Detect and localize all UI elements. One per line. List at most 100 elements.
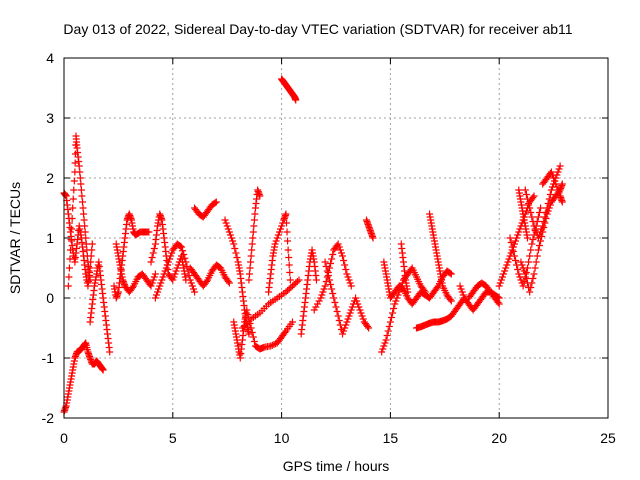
data-point — [558, 198, 566, 206]
data-point — [404, 288, 412, 296]
data-point — [67, 236, 75, 243]
data-point — [281, 329, 289, 336]
data-point — [389, 309, 397, 317]
data-point — [514, 231, 522, 239]
data-point — [171, 270, 179, 278]
data-point — [82, 240, 90, 248]
data-point — [504, 258, 512, 266]
data-point — [321, 258, 329, 266]
data-point — [526, 288, 534, 296]
data-point — [65, 273, 73, 281]
data-point — [187, 279, 195, 287]
data-point — [163, 261, 171, 269]
data-point — [364, 323, 372, 330]
series-arc-v — [380, 258, 455, 308]
x-tick-label: 25 — [600, 430, 616, 446]
data-point — [158, 276, 166, 284]
data-point — [247, 324, 255, 332]
data-point — [151, 294, 159, 302]
axes: 0 5 10 15 20 25 -2 -1 0 1 2 3 4 — [42, 50, 616, 446]
data-point — [384, 327, 392, 335]
data-point — [369, 234, 377, 242]
data-point — [507, 239, 515, 246]
data-point — [378, 348, 386, 356]
data-point — [318, 291, 326, 299]
data-point — [233, 254, 241, 261]
data-point — [512, 237, 520, 245]
data-point — [552, 180, 560, 188]
series-arc-h — [151, 240, 199, 302]
data-point — [515, 228, 523, 236]
y-tick-label: 1 — [46, 230, 54, 246]
data-point — [527, 246, 535, 254]
data-point — [333, 308, 341, 315]
data-point — [284, 246, 292, 254]
data-point — [521, 270, 529, 278]
data-point — [335, 243, 343, 251]
data-point — [157, 279, 165, 287]
data-point — [386, 318, 394, 326]
data-point — [225, 228, 233, 236]
data-point — [267, 342, 275, 350]
data-point — [221, 216, 229, 224]
data-point — [525, 258, 533, 266]
data-point — [335, 317, 343, 324]
data-point — [285, 254, 293, 261]
data-point — [387, 314, 395, 321]
data-point — [319, 288, 327, 296]
data-point — [249, 228, 257, 236]
data-point — [328, 285, 336, 293]
data-point — [81, 228, 89, 236]
data-point — [446, 296, 454, 303]
data-point — [288, 318, 296, 326]
data-point — [148, 279, 156, 287]
data-point — [249, 333, 257, 341]
data-point — [245, 276, 253, 284]
data-point — [496, 279, 504, 287]
data-point — [244, 311, 252, 318]
data-point — [503, 261, 511, 269]
data-point — [232, 249, 240, 257]
data-point — [348, 303, 356, 311]
data-point — [164, 258, 172, 266]
data-point — [286, 276, 294, 284]
data-point — [456, 282, 464, 290]
data-point — [228, 234, 236, 242]
data-point — [554, 186, 562, 194]
data-point — [433, 284, 441, 291]
data-point — [546, 201, 554, 209]
data-point — [246, 264, 254, 272]
data-point — [341, 261, 349, 269]
data-point — [212, 198, 220, 206]
data-point — [170, 273, 178, 281]
data-point — [243, 306, 251, 314]
series-arc-o — [265, 210, 294, 296]
data-point — [256, 192, 264, 200]
data-point — [528, 240, 536, 248]
series-arc-c — [64, 132, 94, 290]
data-point — [203, 278, 211, 285]
data-point — [545, 204, 553, 212]
data-point — [273, 234, 281, 242]
data-point — [315, 297, 323, 305]
data-point — [530, 270, 538, 278]
data-point — [68, 225, 76, 233]
data-point — [167, 252, 175, 260]
data-point — [151, 270, 159, 278]
data-point — [286, 269, 294, 276]
data-point — [517, 276, 525, 284]
data-point — [522, 275, 530, 282]
x-tick-label: 5 — [169, 430, 177, 446]
data-point — [539, 228, 547, 236]
data-point — [320, 285, 328, 293]
series-arc-e — [110, 210, 153, 302]
data-point — [527, 209, 535, 216]
data-point — [282, 288, 290, 296]
data-point — [230, 240, 238, 248]
data-point — [380, 342, 388, 350]
data-point — [145, 228, 153, 236]
data-point — [78, 198, 86, 206]
data-point — [229, 237, 237, 245]
data-point — [178, 243, 186, 251]
data-point — [532, 258, 540, 266]
